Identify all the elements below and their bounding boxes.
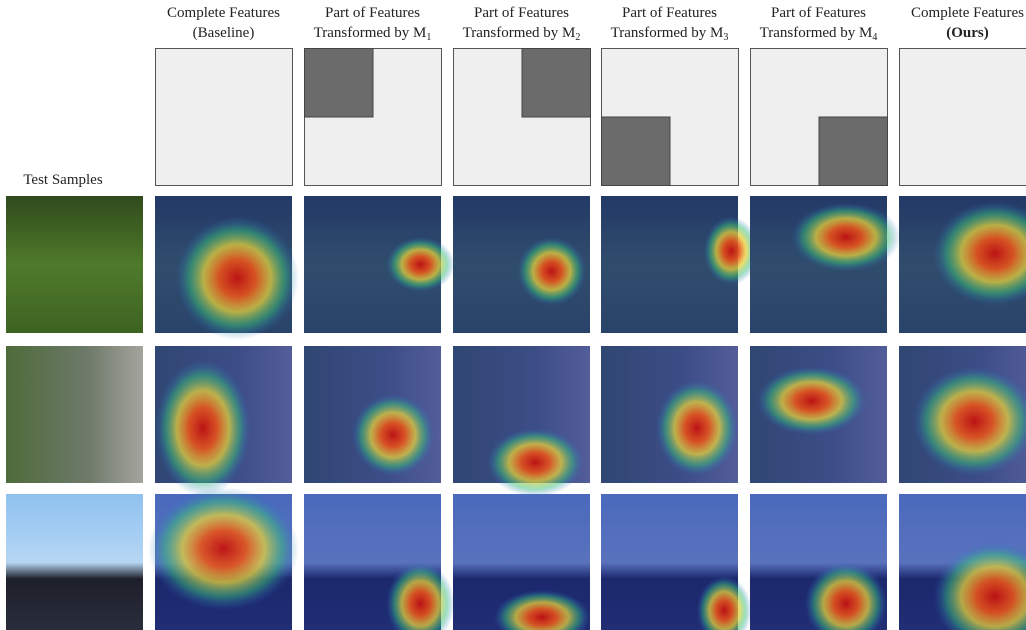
column-subtitle: Transformed by M3 [611, 25, 729, 43]
subscript: 4 [872, 32, 877, 43]
row-label: Test Samples [23, 172, 103, 188]
heatmap-activation [656, 380, 738, 476]
feature-map [900, 49, 1026, 186]
transformed-part [819, 117, 888, 186]
test-sample-image [6, 494, 143, 630]
column-subtitle-text: Transformed by M [611, 25, 724, 41]
page: Test Samples Complete Features (Baseline)… [0, 0, 1026, 630]
heatmap-activation [517, 237, 586, 306]
heatmap-activation [155, 360, 251, 497]
column-subtitle-text: (Baseline) [193, 25, 255, 41]
test-sample-image [6, 196, 143, 333]
heatmap-activation [791, 203, 901, 272]
column-subtitle-text: Transformed by M [463, 25, 576, 41]
column-subtitle: Transformed by M2 [463, 25, 581, 43]
subscript: 1 [426, 32, 431, 43]
column-subtitle: (Baseline) [193, 25, 255, 41]
column-subtitle-text: Transformed by M [760, 25, 873, 41]
heatmap-activation [352, 394, 434, 476]
heatmap-activation [757, 367, 867, 436]
column-title: Complete Features [911, 5, 1024, 21]
heatmap-activation [176, 217, 299, 340]
feature-map [156, 49, 293, 186]
column-subtitle: Transformed by M4 [760, 25, 878, 43]
column-title: Part of Features [771, 5, 866, 21]
column-title: Complete Features [167, 5, 280, 21]
column-title: Part of Features [325, 5, 420, 21]
column-title: Part of Features [474, 5, 569, 21]
column-subtitle-text: Transformed by M [314, 25, 427, 41]
figure: Test Samples Complete Features (Baseline)… [0, 0, 1026, 630]
heatmap-activation [487, 428, 583, 497]
subscript: 3 [723, 32, 728, 43]
column-title: Part of Features [622, 5, 717, 21]
column-subtitle: (Ours) [946, 25, 989, 41]
transformed-part [522, 49, 591, 118]
transformed-part [305, 49, 374, 118]
column-subtitle: Transformed by M1 [314, 25, 432, 43]
transformed-part [602, 117, 671, 186]
subscript: 2 [575, 32, 580, 43]
heatmap-activation [148, 487, 299, 610]
column-subtitle-text: (Ours) [946, 25, 989, 41]
heatmap-activation [386, 237, 455, 292]
test-sample-image [6, 346, 143, 483]
